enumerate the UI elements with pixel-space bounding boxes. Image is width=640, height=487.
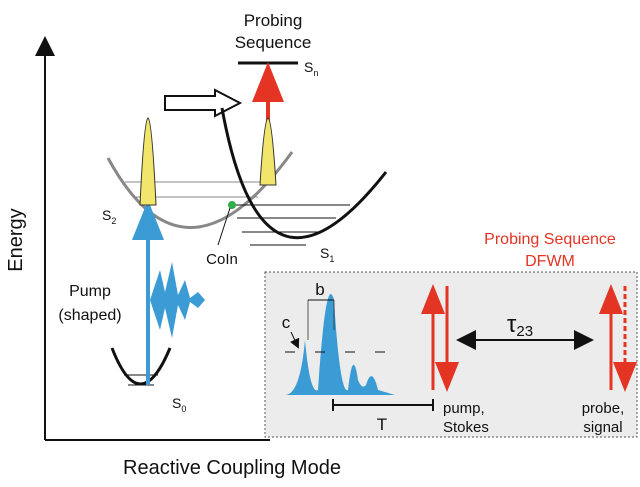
state-label: Sn [304, 59, 318, 78]
state-sub: n [313, 68, 318, 78]
state-label: S0 [172, 395, 186, 414]
coin-point [228, 201, 236, 209]
s0-curve [110, 347, 172, 386]
pulse-train [285, 294, 395, 395]
probe-signal-label: signal [583, 419, 622, 436]
pump-stokes-label: pump, [443, 400, 485, 417]
coin-label: CoIn [206, 251, 238, 268]
pump-spectrum [150, 262, 205, 338]
state-label: S2 [102, 207, 116, 226]
coin-pointer [217, 207, 231, 246]
y-axis-label: Energy [5, 208, 27, 271]
pump-stokes-label: Stokes [443, 419, 489, 436]
inset-title: DFWM [525, 253, 575, 270]
state-sub: 0 [181, 404, 186, 414]
inset-title: Probing Sequence [484, 231, 616, 248]
tau-label: τ23 [507, 311, 533, 340]
s1-levels [232, 204, 350, 246]
pump-label: (shaped) [58, 307, 121, 324]
wavepacket [259, 117, 277, 186]
state-sub: 1 [329, 254, 334, 264]
probing-label: Probing [244, 11, 303, 30]
tau-sub: 23 [516, 323, 533, 340]
pump-label: Pump [69, 283, 111, 300]
probing-label: Sequence [235, 33, 312, 52]
hollow-arrow [164, 88, 243, 118]
c-label: c [282, 313, 291, 332]
state-main: S [102, 207, 111, 223]
c-pointer [290, 331, 300, 349]
state-main: S [172, 395, 181, 411]
s1-curve [220, 107, 388, 240]
x-axis-label: Reactive Coupling Mode [123, 457, 341, 479]
state-sub: 2 [111, 216, 116, 226]
t-label: T [377, 415, 387, 434]
state-label: S1 [320, 245, 334, 264]
state-main: S [304, 59, 313, 75]
b-label: b [315, 280, 324, 299]
state-main: S [320, 245, 329, 261]
tau-main: τ [507, 311, 517, 338]
probe-signal-label: probe, [582, 400, 625, 417]
wavepacket [139, 117, 157, 206]
